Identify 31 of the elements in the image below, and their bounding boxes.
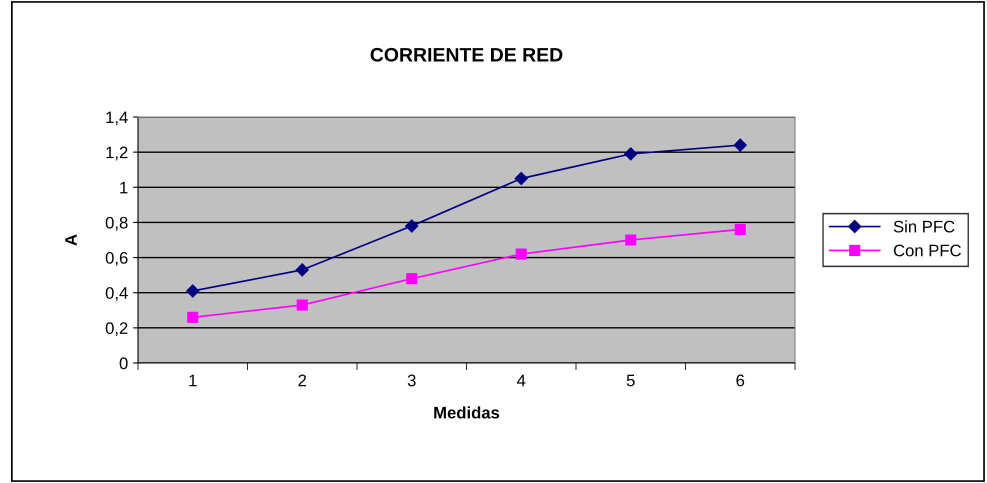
point — [625, 234, 636, 246]
y-tick-label: 1 — [120, 182, 128, 194]
y-tick-label: 1,4 — [106, 112, 128, 126]
y-tick-label: 0 — [120, 357, 128, 370]
legend-label: Sin PFC — [894, 220, 954, 233]
y-tick-label: 0,2 — [106, 322, 128, 336]
x-tick-label: 3 — [408, 374, 416, 386]
y-tick-label: 0,8 — [106, 216, 128, 231]
point — [296, 299, 308, 311]
point — [516, 248, 527, 260]
y-tick-label: 0,4 — [106, 287, 128, 301]
x-tick-label: 6 — [736, 374, 744, 386]
x-tick-label: 4 — [517, 374, 526, 386]
x-axis-title: Medidas — [434, 406, 500, 419]
y-tick-label: 1,2 — [106, 146, 128, 160]
x-tick-label: 5 — [626, 374, 635, 386]
point — [734, 138, 747, 152]
point — [296, 263, 309, 276]
point — [514, 172, 528, 186]
y-tick-label: 0,6 — [106, 252, 128, 266]
legend-label: Con PFC — [894, 244, 961, 256]
x-tick-label: 1 — [189, 374, 197, 386]
point — [186, 284, 200, 298]
point — [187, 312, 198, 323]
point — [406, 273, 418, 284]
y-axis-title: A — [65, 234, 77, 246]
point — [405, 219, 418, 233]
x-tick-label: 2 — [298, 374, 306, 386]
point — [624, 147, 638, 160]
chart-title: CORRIENTE DE RED — [370, 48, 562, 62]
point — [734, 224, 746, 236]
